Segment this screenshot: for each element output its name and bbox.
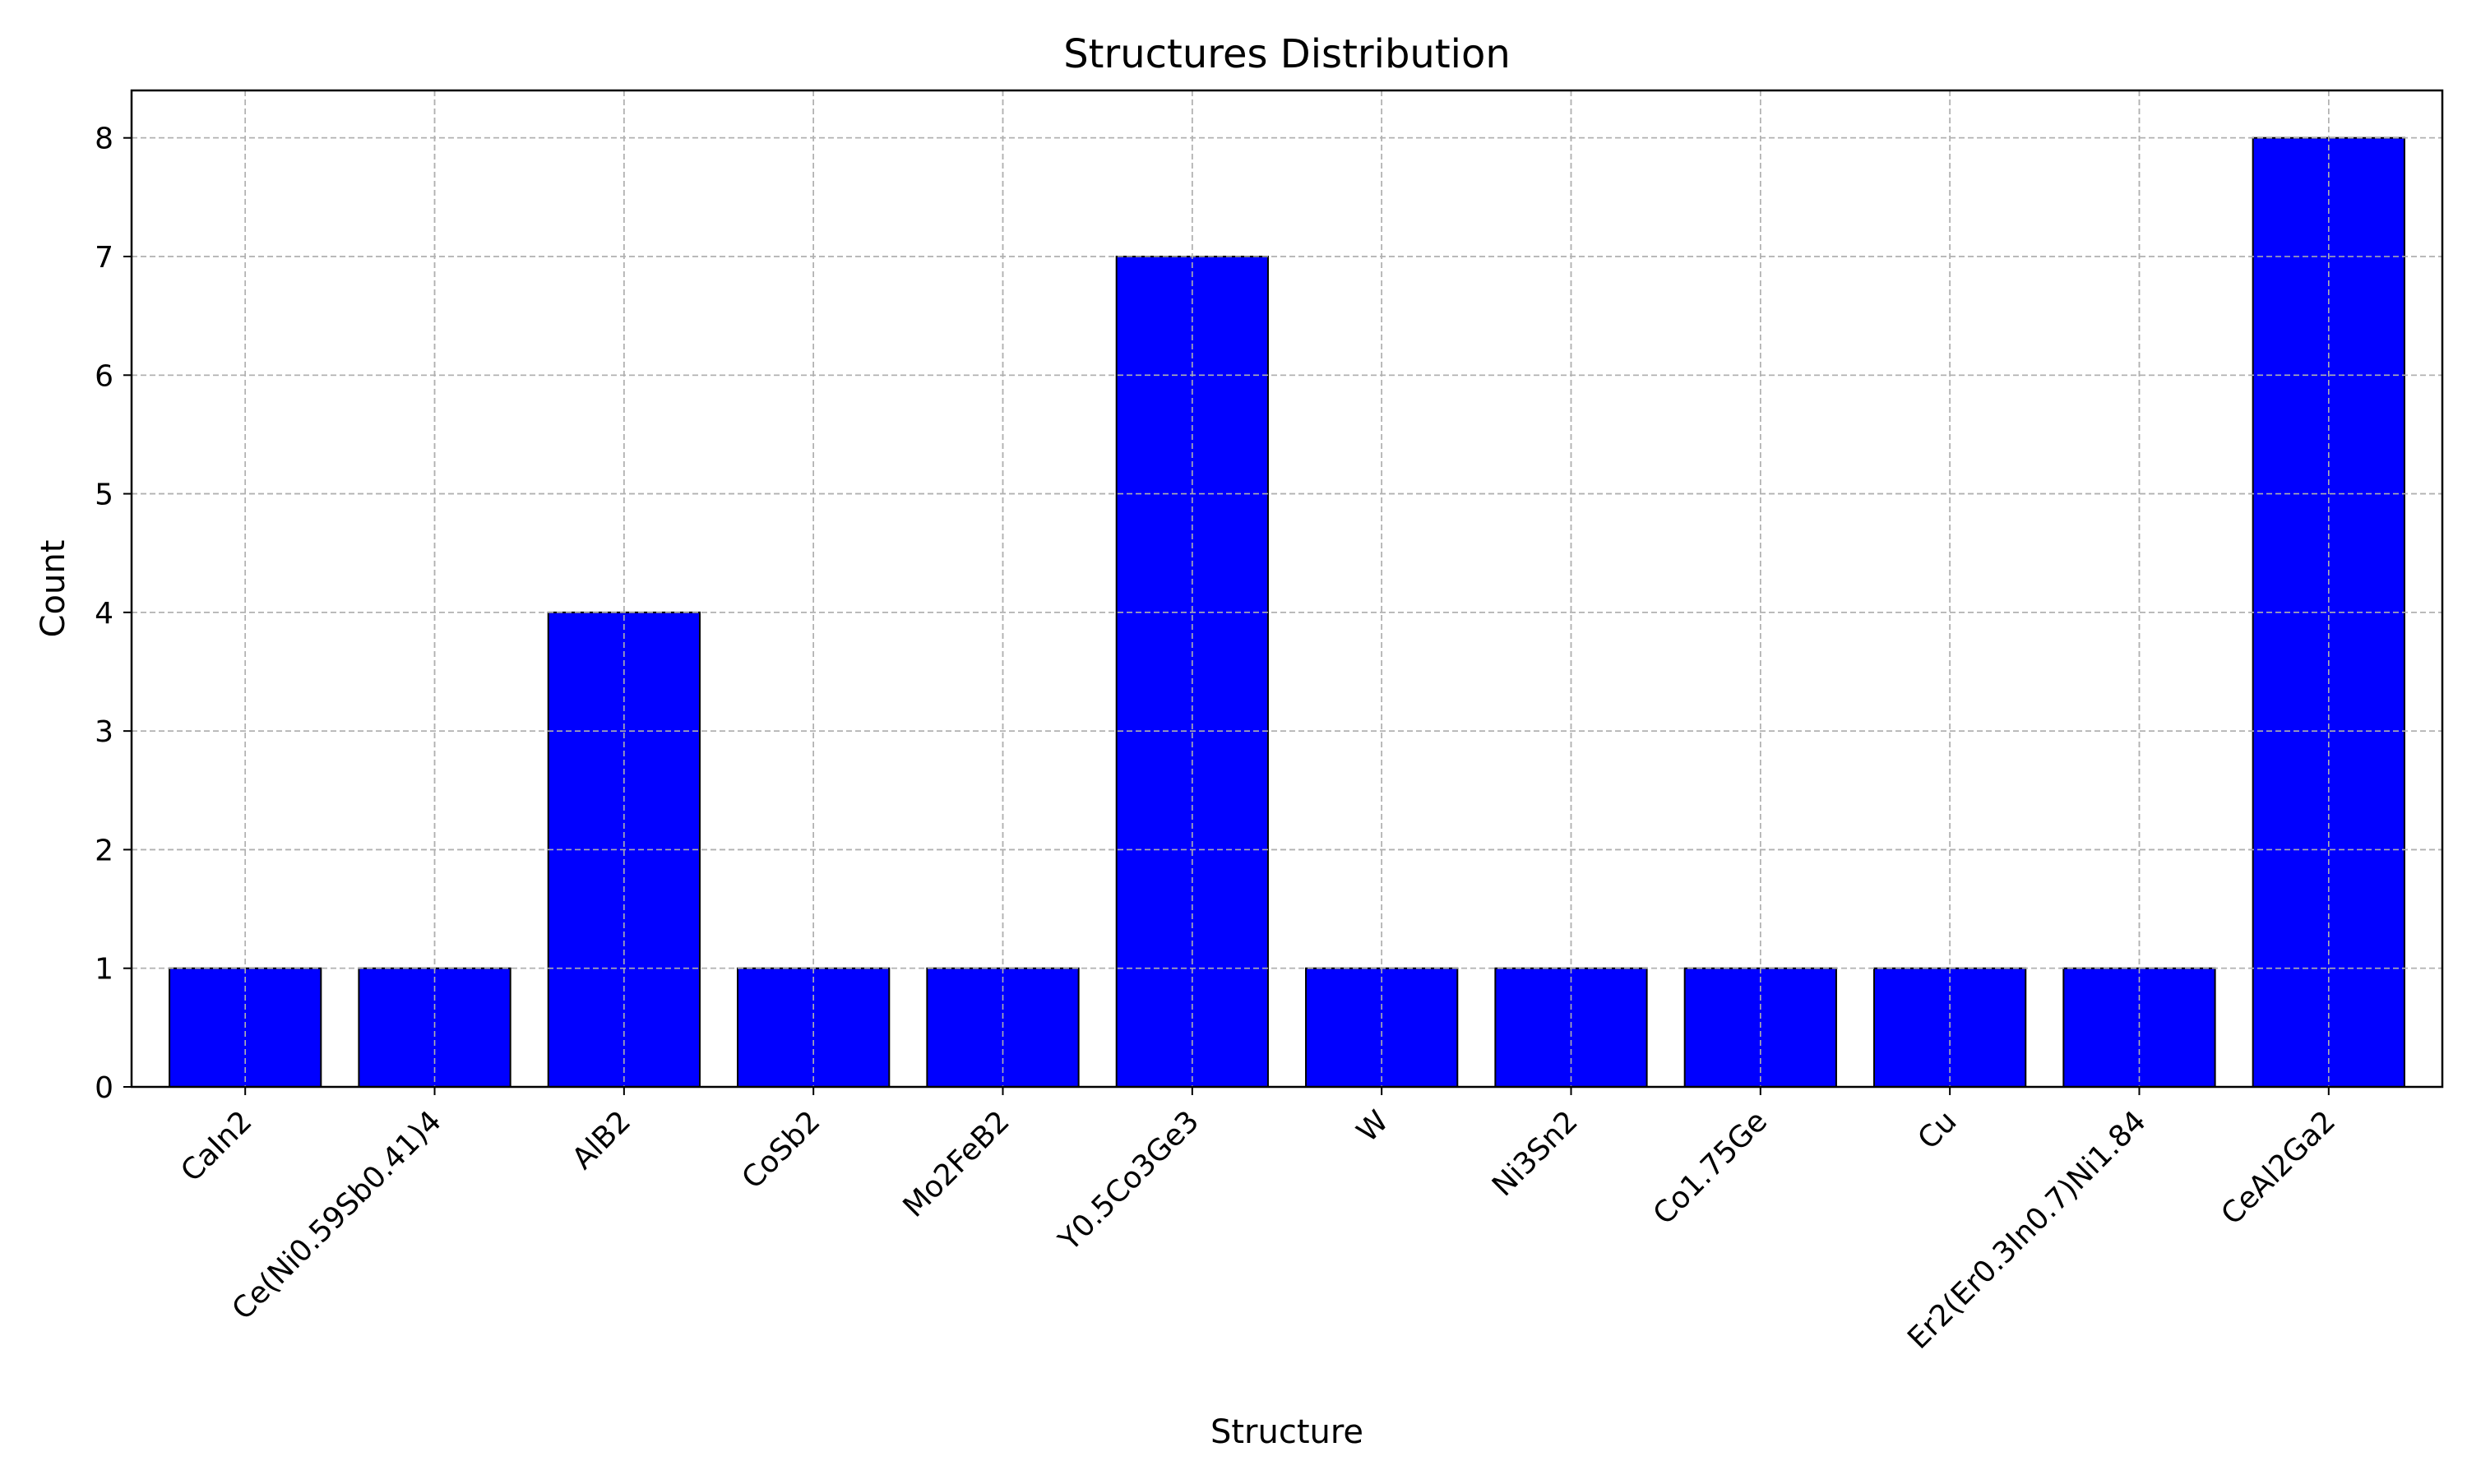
chart-title: Structures Distribution: [1063, 31, 1511, 77]
y-tick-label: 4: [95, 597, 113, 631]
y-tick-label: 8: [95, 123, 113, 156]
y-tick-label: 1: [95, 953, 113, 987]
plot-frame: [130, 89, 2444, 1089]
y-axis-label: Count: [35, 540, 72, 638]
y-tick-label: 3: [95, 715, 113, 749]
y-tick-label: 6: [95, 359, 113, 393]
y-tick-label: 2: [95, 834, 113, 867]
y-tick-label: 5: [95, 478, 113, 512]
x-axis-label: Structure: [1210, 1413, 1363, 1451]
y-axis-ticks: 0 1 2 3 4 5 6 7 8: [95, 123, 132, 1105]
y-tick-label: 7: [95, 241, 113, 275]
y-tick-label: 0: [95, 1071, 113, 1105]
